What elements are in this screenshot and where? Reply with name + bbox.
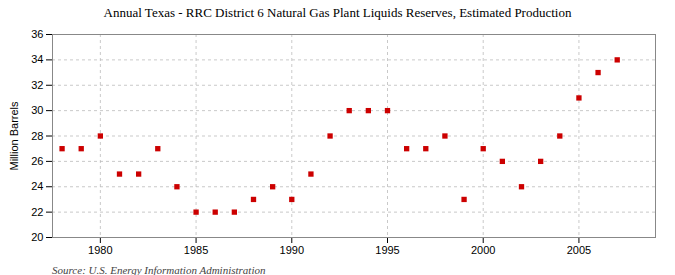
svg-text:20: 20 xyxy=(31,231,43,243)
svg-text:30: 30 xyxy=(31,104,43,116)
svg-text:22: 22 xyxy=(31,206,43,218)
svg-text:2000: 2000 xyxy=(471,244,495,256)
svg-text:1995: 1995 xyxy=(375,244,399,256)
svg-text:Million Barrels: Million Barrels xyxy=(8,101,20,171)
html-text:Annual Texas - RRC District 6: Annual Texas - RRC District 6 Natural Ga… xyxy=(103,5,572,20)
svg-text:1990: 1990 xyxy=(280,244,304,256)
svg-text:2005: 2005 xyxy=(567,244,591,256)
svg-text:32: 32 xyxy=(31,79,43,91)
svg-text:36: 36 xyxy=(31,28,43,40)
svg-text:24: 24 xyxy=(31,180,43,192)
svg-text:28: 28 xyxy=(31,130,43,142)
svg-text:1985: 1985 xyxy=(184,244,208,256)
svg-text:34: 34 xyxy=(31,53,43,65)
svg-text:1980: 1980 xyxy=(88,244,112,256)
html-text:Source: U.S. Energy Informatio: Source: U.S. Energy Information Administ… xyxy=(52,264,266,275)
svg-text:26: 26 xyxy=(31,155,43,167)
